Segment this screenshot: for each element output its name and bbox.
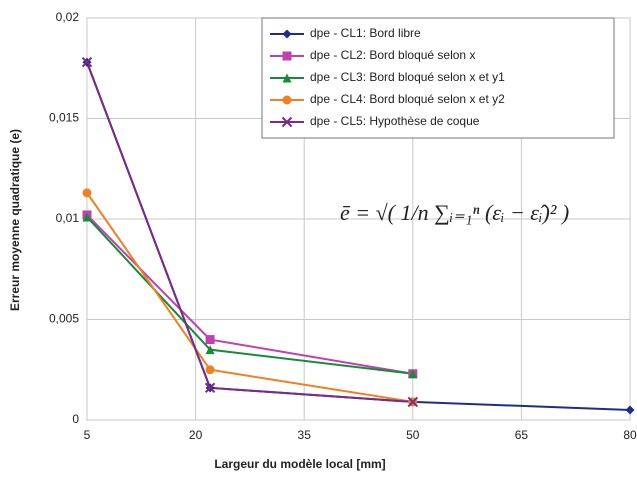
x-tick-label: 65 [515,428,529,442]
y-tick-label: 0 [72,412,79,426]
marker [281,116,293,128]
legend-label: dpe - CL5: Hypothèse de coque [310,114,480,128]
legend-box [261,17,615,139]
marker [82,188,92,198]
y-tick-label: 0,02 [56,10,80,24]
y-tick-label: 0,01 [56,211,80,225]
marker [81,57,93,68]
x-tick-label: 50 [406,428,420,442]
marker [82,212,92,222]
x-tick-label: 5 [84,428,91,442]
y-tick-label: 0,005 [49,312,79,326]
legend-label: dpe - CL4: Bord bloqué selon x et y2 [310,92,505,106]
x-tick-label: 35 [298,428,312,442]
marker [408,369,418,379]
x-axis-label: Largeur du modèle local [mm] [214,457,385,471]
marker [205,345,215,355]
x-tick-label: 80 [623,428,637,442]
marker [282,95,292,105]
marker [407,396,419,408]
marker [282,73,292,83]
y-tick-label: 0,015 [49,111,79,125]
annotation: ē = √( 1/n ∑ᵢ₌₁ⁿ (εᵢ − ε̂ᵢ)² ) [340,200,569,225]
marker [204,382,216,394]
y-axis-label: Erreur moyenne quadratique (e) [8,129,22,311]
x-tick-label: 20 [189,428,203,442]
marker [282,29,292,39]
legend-label: dpe - CL2: Bord bloqué selon x [310,48,475,62]
legend-label: dpe - CL3: Bord bloqué selon x et y1 [310,70,505,84]
legend-label: dpe - CL1: Bord libre [310,26,421,40]
marker [282,51,292,61]
marker [205,335,215,345]
marker [205,365,215,375]
marker [625,405,635,415]
